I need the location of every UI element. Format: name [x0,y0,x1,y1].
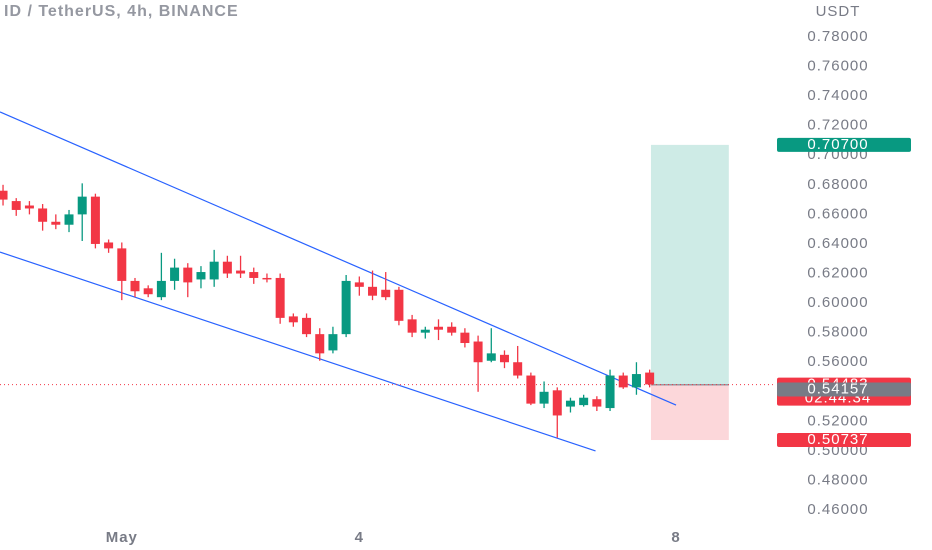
y-tick-label: 0.66000 [807,205,868,222]
candle-body [618,375,628,388]
axis-unit: USDT [816,3,861,20]
candle-body [513,362,523,376]
price-tag-bg [777,433,911,448]
candle-body [262,277,272,280]
y-tick-label: 0.68000 [807,176,868,193]
candle-body [90,196,100,244]
candle-body [460,332,470,344]
y-tick-label: 0.58000 [807,324,868,341]
price-tag: 0.54157 [807,380,868,397]
candle-body [156,280,166,298]
candle-body [143,288,153,295]
candle-body [434,326,444,330]
price-tag-bg [777,382,911,397]
candle-body [605,375,615,409]
candle-body [420,329,430,333]
y-tick-label: 0.56000 [807,353,868,370]
candle-body [209,261,219,280]
candle-body [0,190,8,200]
candle-body [447,326,457,333]
y-tick-label: 0.48000 [807,471,868,488]
candle-body [381,289,391,298]
candle-body [196,272,206,280]
y-tick-label: 0.76000 [807,58,868,75]
candle-body [631,374,641,388]
y-tick-label: 0.74000 [807,87,868,104]
candle-body [130,280,140,292]
x-tick-label: 4 [355,529,364,546]
x-tick-label: May [106,529,138,546]
candle-body [104,242,114,249]
candle-body [11,201,21,210]
price-tag-bg [777,137,911,152]
candle-body [645,372,655,385]
price-tag: 0.50737 [807,431,868,448]
candle-body [486,353,496,361]
y-tick-label: 0.72000 [807,117,868,134]
stop-zone [650,384,729,441]
candle-body [64,214,74,225]
candle-body [579,397,589,406]
candle-body [592,399,602,407]
candle-body [368,286,378,296]
candle-body [328,334,338,351]
candle-body [539,391,549,404]
candle-body [275,277,285,318]
candle-body [526,375,536,404]
trendline [0,111,677,406]
price-tag: 0.70700 [807,136,868,153]
candle-body [302,317,312,335]
candle-body [394,289,404,321]
candle-body [170,267,180,281]
candle-body [565,400,575,407]
y-tick-label: 0.52000 [807,412,868,429]
candle-body [473,341,483,363]
y-tick-label: 0.78000 [807,28,868,45]
y-tick-label: 0.46000 [807,501,868,518]
y-tick-label: 0.60000 [807,294,868,311]
trendline [0,251,596,452]
candle-body [407,319,417,333]
y-tick-label: 0.64000 [807,235,868,252]
x-tick-label: 8 [671,529,680,546]
candle-body [24,205,34,209]
candle-body [183,267,193,283]
chart-title: ID / TetherUS, 4h, BINANCE [4,3,239,20]
candle-body [288,316,298,323]
candle-body [51,221,61,225]
candle-body [499,354,509,363]
y-tick-label: 0.62000 [807,264,868,281]
candle-body [315,334,325,354]
candle-body [236,270,246,274]
candle-body [552,390,562,416]
candle-body [354,282,364,287]
candle-body [38,208,48,222]
candle-body [77,196,87,215]
candle-body [222,261,232,274]
candle-body [249,272,259,278]
candle-body [117,248,127,281]
candle-body [341,280,351,335]
target-zone [650,144,729,385]
